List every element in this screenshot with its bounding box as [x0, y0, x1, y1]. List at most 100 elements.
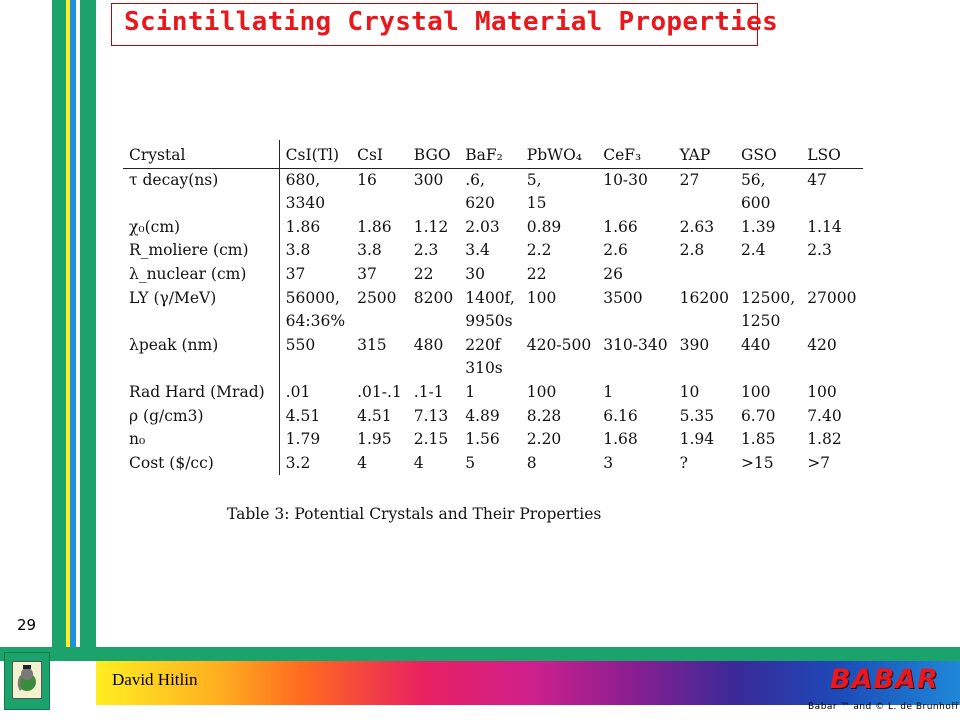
- table-cell: 27: [679, 170, 700, 189]
- table-row: χ₀(cm) 1.86 1.86 1.12 2.03 0.89 1.66 2.63 1.39 1.…: [123, 215, 863, 240]
- table-cell: 12500, 1250: [740, 288, 796, 331]
- table-cell: 8: [526, 453, 537, 472]
- table-row: λ_nuclear (cm) 37 37 22 30 22 26: [123, 262, 863, 287]
- table-cell: 6.70: [740, 406, 776, 425]
- table-cell: 8200: [413, 288, 454, 307]
- table-cell: 3.4: [465, 241, 490, 260]
- table-row: λpeak (nm) 550 315 480 220f 310s 420-500 310-34…: [123, 333, 863, 381]
- table-cell: 2.3: [807, 241, 832, 260]
- table-row: Cost ($/cc) 3.2 4 4 5 8 3? >15 >7: [123, 451, 863, 476]
- table-cell: 550: [285, 335, 316, 354]
- table-cell: 27000: [807, 288, 857, 307]
- table-cell: 100: [526, 288, 557, 307]
- table-cell: .6, 620: [465, 170, 495, 213]
- table-cell: 1.12: [413, 217, 449, 236]
- table-cell: 2.3: [413, 241, 439, 260]
- table-cell: [735, 263, 801, 287]
- table-row: n₀ 1.79 1.95 2.15 1.56 2.20 1.68 1.94 1.85 1.82: [123, 428, 863, 452]
- table-cell: 480: [413, 335, 444, 354]
- table-cell: 315: [357, 335, 387, 354]
- table-cell: 22: [413, 264, 434, 283]
- table-cell: 390: [679, 335, 710, 354]
- table-cell: 3.8: [285, 241, 311, 260]
- footer-gradient-band: [96, 661, 960, 705]
- table-cell: 420: [807, 335, 837, 354]
- column-header-crystal: BaF₂: [459, 140, 521, 169]
- table-cell: >15: [740, 453, 774, 472]
- table-header-row: Crystal CsI(Tl) CsI BGO BaF₂ PbWO₄ CeF₃ YAP GSO L…: [123, 140, 863, 169]
- table-cell: 0.89: [526, 217, 562, 236]
- table-cell: 5, 15: [526, 170, 547, 213]
- table-cell: 2.15: [413, 430, 449, 449]
- column-header-crystal: CeF₃: [597, 140, 674, 169]
- table-cell: 300: [413, 170, 444, 189]
- table-cell: 3500: [603, 288, 643, 307]
- table-cell: 6.16: [603, 406, 638, 425]
- table-cell: 3: [603, 453, 614, 472]
- table-cell: 1.56: [465, 430, 500, 449]
- table-cell: 1.68: [603, 430, 638, 449]
- row-label: Rad Hard (Mrad): [123, 380, 280, 405]
- crystal-properties-table: Crystal CsI(Tl) CsI BGO BaF₂ PbWO₄ CeF₃ YAP GSO L…: [123, 140, 936, 490]
- table-caption: Table 3: Potential Crystals and Their Pr…: [227, 505, 602, 523]
- table-cell: 26: [603, 264, 623, 283]
- slide-title: Scintillating Crystal Material Propertie…: [124, 7, 779, 37]
- table-cell: 1.79: [285, 430, 321, 449]
- author-name: David Hitlin: [112, 670, 198, 689]
- row-label: λ_nuclear (cm): [123, 262, 280, 287]
- table-cell: 4.89: [465, 406, 500, 425]
- table-cell: 7.13: [413, 406, 449, 425]
- bottom-stripe-green: [0, 647, 960, 661]
- table-cell: 3.8: [357, 241, 382, 260]
- column-header-crystal: GSO: [734, 140, 802, 169]
- table-cell: 10: [679, 382, 700, 401]
- table-cell: 1.86: [357, 217, 392, 236]
- table-cell: 2.20: [526, 430, 562, 449]
- table-cell: 310-340: [603, 335, 668, 354]
- slide-number: 29: [17, 616, 37, 634]
- table-cell: 2.63: [679, 217, 715, 236]
- babar-logo: BABAR: [830, 664, 939, 695]
- table-cell: 10-30: [603, 170, 648, 189]
- table-row: LY (γ/MeV) 56000, 64:36% 2500 8200 1400f, 9950…: [123, 286, 863, 334]
- table-cell: 420-500: [526, 335, 592, 354]
- table-cell: 680, 3340: [285, 170, 326, 213]
- row-label: Cost ($/cc): [123, 451, 280, 476]
- row-label: τ decay(ns): [123, 168, 280, 216]
- babar-elephant-icon: [12, 661, 42, 699]
- table-cell: 1: [603, 382, 614, 401]
- table-cell: 37: [285, 264, 306, 283]
- table-cell: 220f 310s: [465, 335, 503, 378]
- table-cell: 2.8: [679, 241, 705, 260]
- table-cell: [674, 263, 735, 287]
- table-cell: 5.35: [679, 406, 715, 425]
- table-cell: 1.94: [679, 430, 715, 449]
- table-row: Rad Hard (Mrad) .01 .01-.1 .1-1 1 100 1 10 100 10…: [123, 380, 863, 405]
- table-cell: 1400f, 9950s: [465, 288, 515, 331]
- row-label: R_moliere (cm): [123, 239, 280, 263]
- table-cell: 16: [357, 170, 377, 189]
- column-header-crystal: CsI: [351, 140, 408, 169]
- column-header-crystal: YAP: [673, 140, 735, 169]
- table-cell: 1.85: [740, 430, 776, 449]
- table-cell: 1: [465, 382, 476, 401]
- table-cell: 1.95: [357, 430, 392, 449]
- row-label: χ₀(cm): [123, 215, 280, 240]
- table-cell: 4.51: [357, 406, 392, 425]
- table-cell: 22: [526, 264, 547, 283]
- table-cell: 5: [465, 453, 476, 472]
- column-header-property: Crystal: [123, 140, 280, 169]
- table-cell: .01: [285, 382, 311, 401]
- table-cell: 47: [807, 170, 827, 189]
- table-cell: 100: [807, 382, 837, 401]
- table-cell: 1.86: [285, 217, 321, 236]
- column-header-crystal: BGO: [407, 140, 460, 169]
- copyright-notice: Babar ™ and © L. de Brunhoff: [808, 702, 959, 712]
- table-cell: 2.4: [740, 241, 766, 260]
- table-body: τ decay(ns) 680, 3340 16 300 .6, 620 5, 15 10-30 2…: [123, 168, 863, 476]
- table-cell: 3.2: [285, 453, 311, 472]
- table-cell: 56, 600: [740, 170, 771, 213]
- table-cell: 2500: [357, 288, 397, 307]
- row-label: LY (γ/MeV): [123, 286, 280, 334]
- left-stripe-green: [52, 0, 66, 648]
